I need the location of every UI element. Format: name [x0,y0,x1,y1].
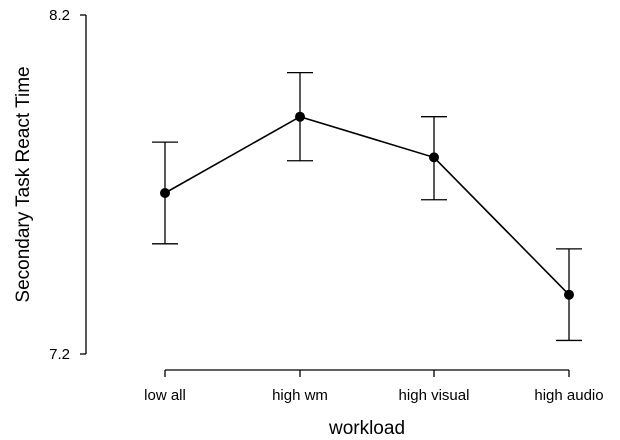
data-point [564,289,574,300]
plot-area [152,71,582,342]
x-tick-label: low all [144,387,186,404]
x-axis: low all high wm high visual high audio work… [144,369,604,439]
error-bars [152,71,582,342]
x-tick-label: high wm [272,387,328,404]
x-axis-title: workload [328,418,405,439]
y-tick-label-max: 8.2 [49,7,70,24]
data-point [160,188,170,198]
y-axis: 7.2 8.2 Secondary Task React Time [13,7,87,363]
x-ticks: low all high wm high visual high audio [144,370,604,404]
data-point [429,152,439,163]
x-tick-label: high visual [399,387,470,404]
y-axis-title: Secondary Task React Time [13,66,34,302]
series-line [164,115,570,296]
y-tick-label-min: 7.2 [49,346,70,363]
x-tick-label: high audio [534,387,603,404]
data-points [160,111,574,300]
data-point [295,111,305,122]
